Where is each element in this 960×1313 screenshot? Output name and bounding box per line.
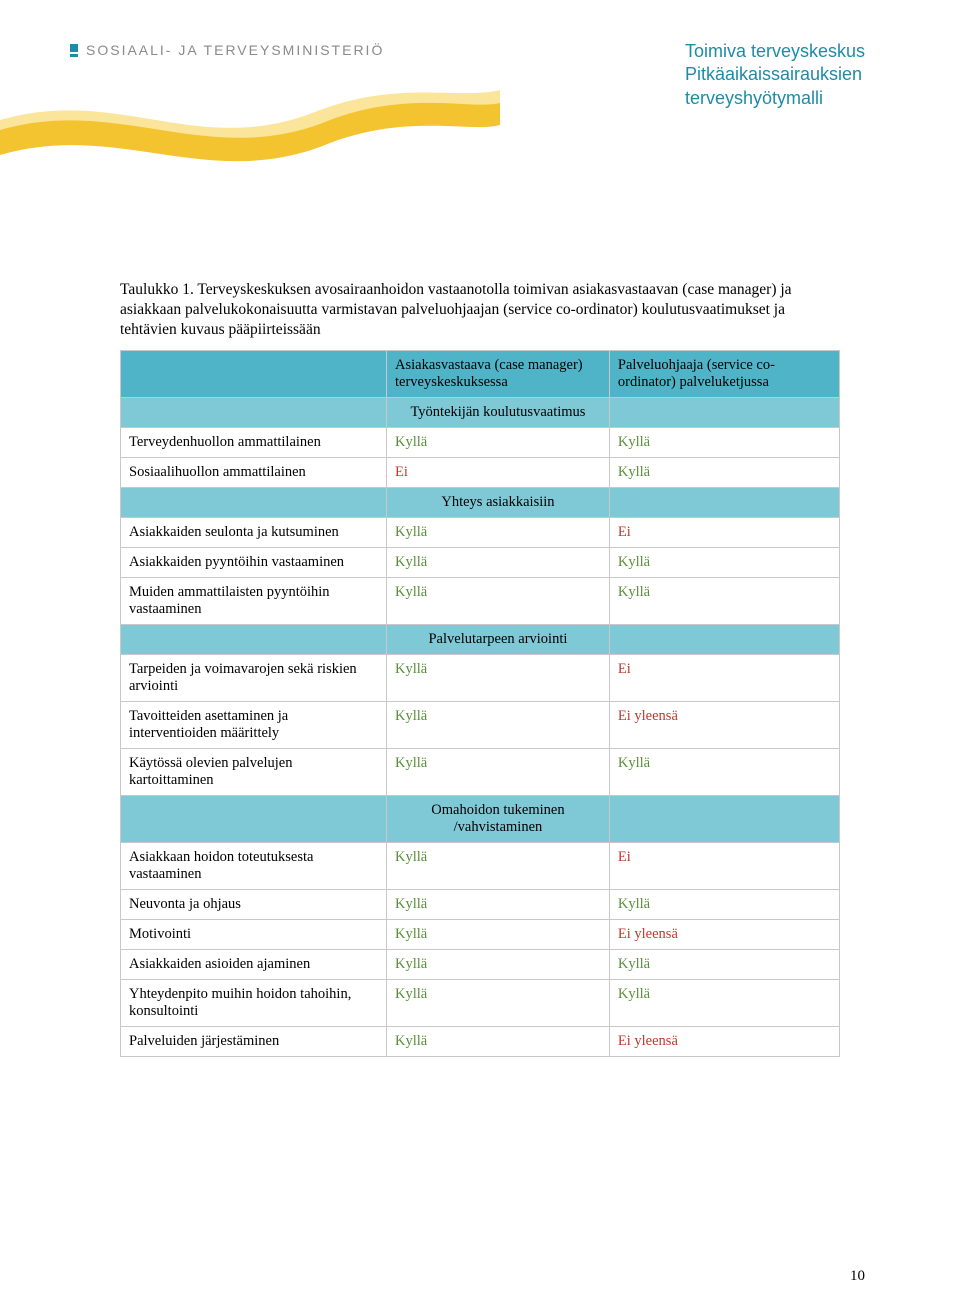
table-header-row: Asiakasvastaava (case manager) terveyske… <box>121 351 840 398</box>
table-row: Terveydenhuollon ammattilainenKylläKyllä <box>121 428 840 458</box>
logo-mark-icon <box>70 44 78 57</box>
row-value-c3: Kyllä <box>609 578 839 625</box>
row-value-c2: Kyllä <box>387 980 610 1027</box>
section-title: Omahoidon tukeminen /vahvistaminen <box>387 796 610 843</box>
row-value-c2: Kyllä <box>387 950 610 980</box>
section-pad <box>609 625 839 655</box>
section-title: Yhteys asiakkaisiin <box>387 488 610 518</box>
section-pad <box>609 796 839 843</box>
section-pad <box>121 796 387 843</box>
row-label: Asiakkaiden pyyntöihin vastaaminen <box>121 548 387 578</box>
table-row: Asiakkaiden pyyntöihin vastaaminenKylläK… <box>121 548 840 578</box>
section-pad <box>609 488 839 518</box>
row-label: Motivointi <box>121 920 387 950</box>
row-value-c2: Kyllä <box>387 655 610 702</box>
section-row: Palvelutarpeen arviointi <box>121 625 840 655</box>
row-value-c3: Kyllä <box>609 548 839 578</box>
document-title: Toimiva terveyskeskus Pitkäaikaissairauk… <box>685 40 865 110</box>
row-value-c3: Kyllä <box>609 428 839 458</box>
row-value-c2: Kyllä <box>387 548 610 578</box>
row-value-c3: Kyllä <box>609 890 839 920</box>
section-pad <box>121 625 387 655</box>
table-row: Tavoitteiden asettaminen ja interventioi… <box>121 702 840 749</box>
table-row: Asiakkaiden seulonta ja kutsuminenKylläE… <box>121 518 840 548</box>
row-value-c3: Ei yleensä <box>609 920 839 950</box>
row-value-c3: Kyllä <box>609 950 839 980</box>
header-empty <box>121 351 387 398</box>
row-label: Yhteydenpito muihin hoidon tahoihin, kon… <box>121 980 387 1027</box>
row-value-c2: Kyllä <box>387 920 610 950</box>
table-row: Muiden ammattilaisten pyyntöihin vastaam… <box>121 578 840 625</box>
logo-text: SOSIAALI- JA TERVEYSMINISTERIÖ <box>86 42 384 58</box>
row-value-c2: Kyllä <box>387 1027 610 1057</box>
section-pad <box>121 488 387 518</box>
table-caption: Taulukko 1. Terveyskeskuksen avosairaanh… <box>120 280 840 340</box>
row-value-c2: Kyllä <box>387 518 610 548</box>
title-line-2: Pitkäaikaissairauksien <box>685 63 865 86</box>
title-line-3: terveyshyötymalli <box>685 87 865 110</box>
header-col3: Palveluohjaaja (service co-ordinator) pa… <box>609 351 839 398</box>
title-line-1: Toimiva terveyskeskus <box>685 40 865 63</box>
row-label: Asiakkaiden seulonta ja kutsuminen <box>121 518 387 548</box>
row-label: Käytössä olevien palvelujen kartoittamin… <box>121 749 387 796</box>
table-row: Yhteydenpito muihin hoidon tahoihin, kon… <box>121 980 840 1027</box>
row-label: Palveluiden järjestäminen <box>121 1027 387 1057</box>
row-label: Asiakkaiden asioiden ajaminen <box>121 950 387 980</box>
table-row: Asiakkaan hoidon toteutuksesta vastaamin… <box>121 843 840 890</box>
row-label: Sosiaalihuollon ammattilainen <box>121 458 387 488</box>
row-value-c2: Ei <box>387 458 610 488</box>
row-label: Muiden ammattilaisten pyyntöihin vastaam… <box>121 578 387 625</box>
row-value-c3: Kyllä <box>609 458 839 488</box>
table-row: Käytössä olevien palvelujen kartoittamin… <box>121 749 840 796</box>
row-label: Tavoitteiden asettaminen ja interventioi… <box>121 702 387 749</box>
row-value-c3: Kyllä <box>609 749 839 796</box>
section-row: Omahoidon tukeminen /vahvistaminen <box>121 796 840 843</box>
table-row: Neuvonta ja ohjausKylläKyllä <box>121 890 840 920</box>
row-value-c2: Kyllä <box>387 702 610 749</box>
header-col2: Asiakasvastaava (case manager) terveyske… <box>387 351 610 398</box>
row-label: Terveydenhuollon ammattilainen <box>121 428 387 458</box>
section-row: Yhteys asiakkaisiin <box>121 488 840 518</box>
row-value-c3: Ei yleensä <box>609 1027 839 1057</box>
section-pad <box>121 398 387 428</box>
row-value-c2: Kyllä <box>387 578 610 625</box>
section-title: Työntekijän koulutusvaatimus <box>387 398 610 428</box>
row-label: Neuvonta ja ohjaus <box>121 890 387 920</box>
row-value-c3: Ei <box>609 518 839 548</box>
row-value-c3: Ei <box>609 655 839 702</box>
row-value-c2: Kyllä <box>387 843 610 890</box>
row-value-c3: Ei yleensä <box>609 702 839 749</box>
row-value-c2: Kyllä <box>387 749 610 796</box>
page-header: SOSIAALI- JA TERVEYSMINISTERIÖ Toimiva t… <box>0 0 960 220</box>
ministry-logo: SOSIAALI- JA TERVEYSMINISTERIÖ <box>70 42 384 58</box>
row-label: Asiakkaan hoidon toteutuksesta vastaamin… <box>121 843 387 890</box>
table-row: Sosiaalihuollon ammattilainenEiKyllä <box>121 458 840 488</box>
page-number: 10 <box>850 1268 865 1285</box>
section-pad <box>609 398 839 428</box>
table-row: Asiakkaiden asioiden ajaminenKylläKyllä <box>121 950 840 980</box>
row-value-c2: Kyllä <box>387 890 610 920</box>
row-value-c3: Ei <box>609 843 839 890</box>
wave-decoration-icon <box>0 85 500 195</box>
row-value-c3: Kyllä <box>609 980 839 1027</box>
comparison-table: Asiakasvastaava (case manager) terveyske… <box>120 350 840 1057</box>
table-row: MotivointiKylläEi yleensä <box>121 920 840 950</box>
table-row: Palveluiden järjestäminenKylläEi yleensä <box>121 1027 840 1057</box>
table-row: Tarpeiden ja voimavarojen sekä riskien a… <box>121 655 840 702</box>
section-row: Työntekijän koulutusvaatimus <box>121 398 840 428</box>
main-content: Taulukko 1. Terveyskeskuksen avosairaanh… <box>0 280 960 1057</box>
section-title: Palvelutarpeen arviointi <box>387 625 610 655</box>
row-label: Tarpeiden ja voimavarojen sekä riskien a… <box>121 655 387 702</box>
row-value-c2: Kyllä <box>387 428 610 458</box>
